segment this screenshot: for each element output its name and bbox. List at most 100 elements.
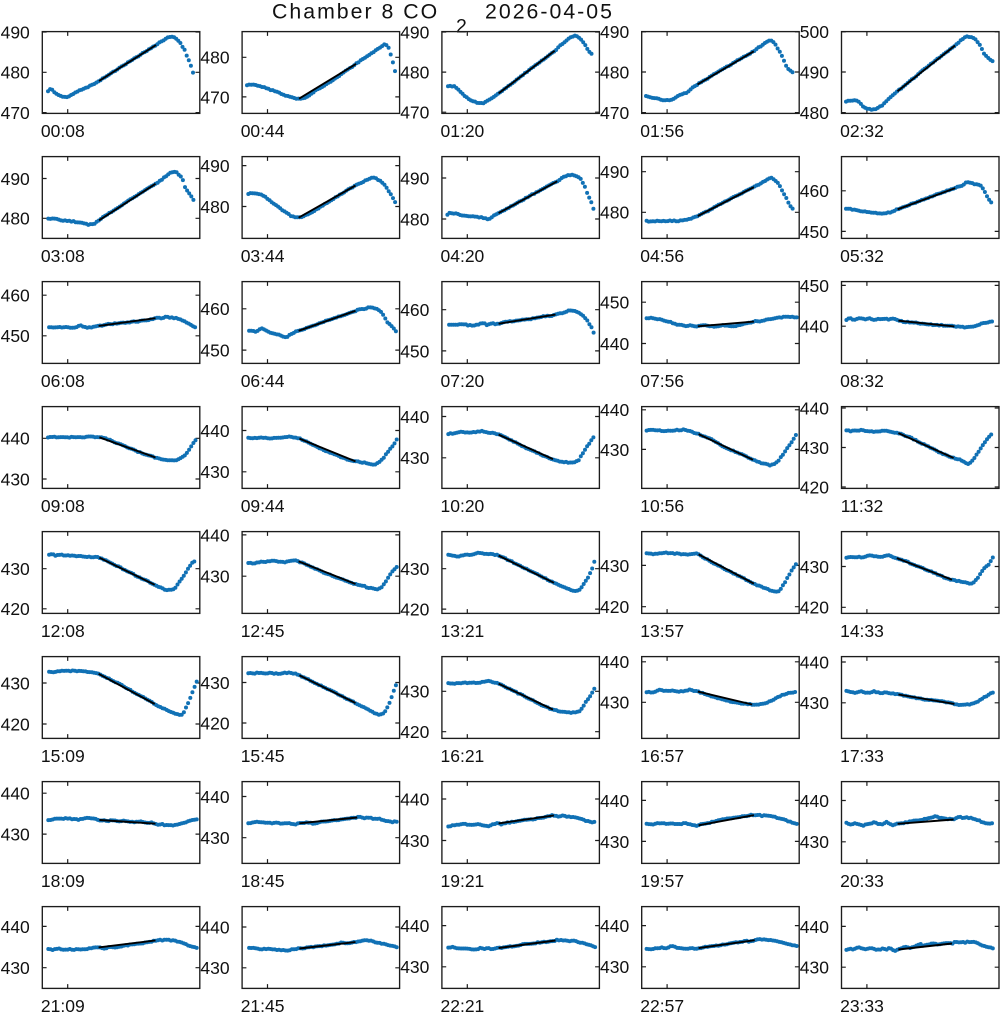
svg-text:470: 470 — [600, 103, 629, 123]
svg-text:440: 440 — [1, 917, 30, 937]
svg-text:15:45: 15:45 — [241, 746, 285, 766]
svg-text:430: 430 — [400, 831, 429, 851]
svg-text:440: 440 — [400, 407, 429, 427]
svg-text:490: 490 — [600, 162, 629, 182]
svg-text:480: 480 — [400, 63, 429, 83]
svg-text:12:08: 12:08 — [41, 621, 85, 641]
svg-text:450: 450 — [800, 276, 829, 296]
svg-text:03:44: 03:44 — [241, 246, 285, 266]
svg-text:440: 440 — [600, 334, 629, 354]
svg-text:430: 430 — [800, 832, 829, 852]
svg-text:21:09: 21:09 — [41, 996, 85, 1014]
svg-text:440: 440 — [800, 398, 829, 418]
svg-text:00:44: 00:44 — [241, 121, 285, 141]
svg-text:06:08: 06:08 — [41, 371, 85, 391]
svg-text:440: 440 — [800, 317, 829, 337]
svg-text:440: 440 — [200, 421, 229, 441]
svg-text:21:45: 21:45 — [241, 996, 285, 1014]
svg-text:430: 430 — [1, 673, 30, 693]
svg-text:10:56: 10:56 — [640, 496, 684, 516]
svg-text:430: 430 — [600, 440, 629, 460]
svg-text:480: 480 — [400, 209, 429, 229]
svg-text:470: 470 — [1, 103, 30, 123]
svg-text:460: 460 — [200, 299, 229, 319]
svg-text:440: 440 — [200, 787, 229, 807]
svg-text:430: 430 — [800, 958, 829, 978]
svg-text:18:09: 18:09 — [41, 871, 85, 891]
svg-text:430: 430 — [1, 469, 30, 489]
svg-text:480: 480 — [600, 203, 629, 223]
svg-text:480: 480 — [1, 209, 30, 229]
svg-text:460: 460 — [800, 181, 829, 201]
svg-text:10:20: 10:20 — [441, 496, 485, 516]
svg-text:490: 490 — [200, 156, 229, 176]
svg-text:430: 430 — [200, 673, 229, 693]
svg-text:2026-04-05: 2026-04-05 — [485, 0, 614, 23]
svg-text:440: 440 — [800, 652, 829, 672]
svg-text:430: 430 — [800, 693, 829, 713]
svg-text:440: 440 — [200, 525, 229, 545]
svg-text:420: 420 — [800, 477, 829, 497]
svg-text:Chamber 8 CO: Chamber 8 CO — [272, 0, 439, 23]
svg-text:14:33: 14:33 — [840, 621, 884, 641]
svg-text:440: 440 — [1, 429, 30, 449]
svg-text:430: 430 — [200, 958, 229, 978]
svg-text:420: 420 — [200, 713, 229, 733]
svg-text:430: 430 — [400, 682, 429, 702]
svg-text:15:09: 15:09 — [41, 746, 85, 766]
svg-text:430: 430 — [400, 448, 429, 468]
svg-text:440: 440 — [800, 917, 829, 937]
svg-text:480: 480 — [1, 63, 30, 83]
svg-text:440: 440 — [600, 400, 629, 420]
svg-text:09:44: 09:44 — [241, 496, 285, 516]
svg-text:450: 450 — [400, 341, 429, 361]
svg-text:19:57: 19:57 — [640, 871, 684, 891]
svg-text:00:08: 00:08 — [41, 121, 85, 141]
svg-text:04:20: 04:20 — [441, 246, 485, 266]
svg-text:420: 420 — [1, 714, 30, 734]
svg-text:500: 500 — [800, 22, 829, 42]
svg-text:07:56: 07:56 — [640, 371, 684, 391]
svg-text:01:20: 01:20 — [441, 121, 485, 141]
svg-text:19:21: 19:21 — [441, 871, 485, 891]
svg-text:430: 430 — [400, 559, 429, 579]
svg-text:450: 450 — [1, 326, 30, 346]
svg-text:430: 430 — [600, 957, 629, 977]
svg-text:22:57: 22:57 — [640, 996, 684, 1014]
svg-text:480: 480 — [200, 48, 229, 68]
svg-text:470: 470 — [200, 87, 229, 107]
svg-text:420: 420 — [1, 599, 30, 619]
svg-text:430: 430 — [600, 556, 629, 576]
svg-text:430: 430 — [1, 559, 30, 579]
svg-text:430: 430 — [800, 557, 829, 577]
svg-text:11:32: 11:32 — [841, 496, 884, 516]
svg-text:09:08: 09:08 — [41, 496, 85, 516]
svg-text:01:56: 01:56 — [640, 121, 684, 141]
svg-text:450: 450 — [800, 222, 829, 242]
svg-text:440: 440 — [600, 652, 629, 672]
svg-text:490: 490 — [600, 22, 629, 42]
svg-text:04:56: 04:56 — [640, 246, 684, 266]
svg-text:03:08: 03:08 — [41, 246, 85, 266]
svg-text:08:32: 08:32 — [840, 371, 884, 391]
svg-text:430: 430 — [200, 567, 229, 587]
svg-text:430: 430 — [1, 958, 30, 978]
svg-text:18:45: 18:45 — [241, 871, 285, 891]
svg-text:02:32: 02:32 — [840, 121, 884, 141]
svg-text:460: 460 — [400, 300, 429, 320]
svg-text:430: 430 — [200, 828, 229, 848]
svg-text:480: 480 — [800, 103, 829, 123]
svg-text:420: 420 — [800, 598, 829, 618]
svg-text:490: 490 — [800, 62, 829, 82]
svg-text:440: 440 — [600, 791, 629, 811]
svg-text:430: 430 — [600, 832, 629, 852]
svg-text:430: 430 — [200, 462, 229, 482]
svg-text:480: 480 — [200, 197, 229, 217]
svg-text:23:33: 23:33 — [840, 996, 884, 1014]
svg-text:05:32: 05:32 — [840, 246, 884, 266]
svg-text:430: 430 — [600, 693, 629, 713]
svg-text:420: 420 — [600, 597, 629, 617]
svg-text:06:44: 06:44 — [241, 371, 285, 391]
svg-text:13:57: 13:57 — [640, 621, 684, 641]
svg-text:440: 440 — [1, 784, 30, 804]
